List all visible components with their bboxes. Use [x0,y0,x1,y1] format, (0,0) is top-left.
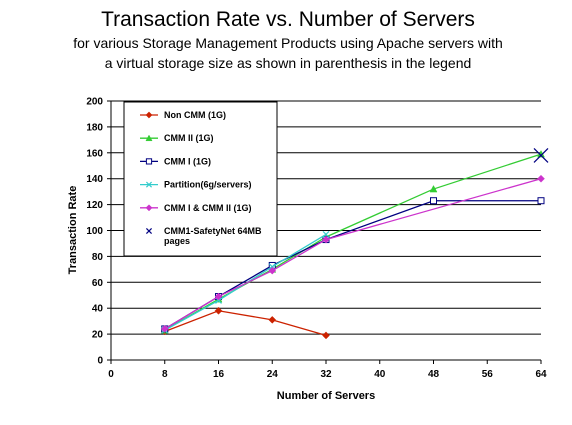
y-tick-label-200: 200 [86,97,103,108]
series-4-point-3 [322,235,330,244]
x-tick-label-40: 40 [374,369,386,380]
legend-label-2: CMM I (1G) [164,156,211,166]
tick-labels: 0 20 40 60 80 100 120 140 160 180 200 0 8 16 24 32 40 48 5… [86,97,547,381]
legend-label-5-line-0: CMM1-SafetyNet 64MB [164,226,262,236]
legend-swatch-marker-3-stroke-b [145,181,153,188]
legend: Non CMM (1G) CMM II (1G) CMM I (1G) Partiti… [123,101,278,257]
legend-label-0: Non CMM (1G) [164,110,226,120]
series-0-point-3 [322,331,330,340]
legend-swatch-marker-0 [145,111,153,119]
series-4-point-2 [268,266,277,275]
legend-swatch-marker-5-stroke-b [145,227,153,235]
legend-swatch-marker-1 [145,134,153,142]
series-2-point-5 [537,197,545,205]
y-tick-label-140: 140 [86,174,103,185]
series-4-point-0 [160,325,169,333]
y-tick-label-60: 60 [92,278,104,289]
legend-label-3: Partition(6g/servers) [164,180,252,190]
series-lines [160,147,549,340]
y-tick-label-20: 20 [92,330,104,341]
y-axis-label: Transaction Rate [67,186,79,275]
series-3-point-1-stroke-b [215,297,222,304]
legend-entry-4: CMM I & CMM II (1G) [140,203,252,213]
x-tick-label-0: 0 [108,369,114,380]
legend-label-1: CMM II (1G) [164,133,214,143]
chart-subtitle-line-2: a virtual storage size as shown in paren… [105,55,472,71]
chart-subtitle-line-1: for various Storage Management Products … [73,35,503,51]
legend-label-4: CMM I & CMM II (1G) [164,203,252,213]
x-tick-label-8: 8 [162,369,168,380]
legend-entry-0: Non CMM (1G) [140,110,226,120]
series-0-line [164,310,327,337]
series-1-point-4 [429,185,438,193]
legend-entry-2: CMM I (1G) [140,156,211,166]
legend-swatch-marker-2 [145,158,153,165]
legend-swatch-marker-5 [145,227,153,235]
x-tick-label-16: 16 [213,369,225,380]
series-4-point-1 [214,292,223,301]
y-tick-label-160: 160 [86,148,103,159]
series-5 [533,147,549,163]
series-3-point-2-stroke-b [268,263,276,271]
y-tick-label-80: 80 [92,252,104,263]
x-tick-label-64: 64 [535,369,547,380]
series-2-point-4 [430,197,437,205]
series-4-point-4 [537,174,545,183]
legend-swatch-marker-4 [145,204,153,212]
series-4 [160,174,545,333]
axes [107,100,542,364]
x-tick-label-32: 32 [320,369,332,380]
series-3-point-3-stroke-b [322,230,330,238]
x-tick-label-48: 48 [428,369,440,380]
legend-entry-3: Partition(6g/servers) [140,180,252,190]
series-0-point-1 [214,306,223,315]
series-5-point-0 [533,147,549,163]
legend-entry-1: CMM II (1G) [140,133,214,143]
y-tick-label-180: 180 [86,122,103,133]
y-tick-label-0: 0 [97,356,103,367]
x-axis-label: Number of Servers [277,390,375,402]
legend-swatch-marker-3 [145,181,153,188]
y-tick-label-120: 120 [86,200,103,211]
y-tick-label-40: 40 [92,304,104,315]
x-tick-label-24: 24 [267,369,279,380]
series-3-point-3 [322,230,330,238]
series-0-point-2 [268,316,277,324]
x-tick-label-56: 56 [482,369,494,380]
chart-title: Transaction Rate vs. Number of Servers [101,8,475,31]
legend-label-5-line-1: pages [164,236,190,246]
series-5-point-0-stroke-b [533,147,549,163]
y-tick-label-100: 100 [86,226,103,237]
